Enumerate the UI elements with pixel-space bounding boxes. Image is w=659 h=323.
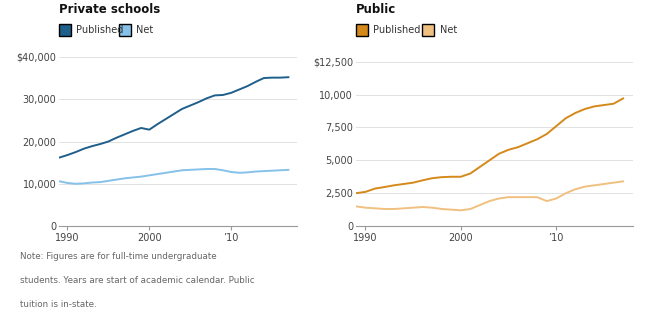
Text: Net: Net — [136, 25, 154, 35]
Text: Published: Published — [373, 25, 420, 35]
Text: Net: Net — [440, 25, 457, 35]
Text: Published: Published — [76, 25, 124, 35]
Text: Note: Figures are for full-time undergraduate: Note: Figures are for full-time undergra… — [20, 252, 216, 261]
Text: tuition is in-state.: tuition is in-state. — [20, 300, 96, 309]
Text: students. Years are start of academic calendar. Public: students. Years are start of academic ca… — [20, 276, 254, 285]
Text: Public: Public — [356, 3, 396, 16]
Text: Private schools: Private schools — [59, 3, 161, 16]
